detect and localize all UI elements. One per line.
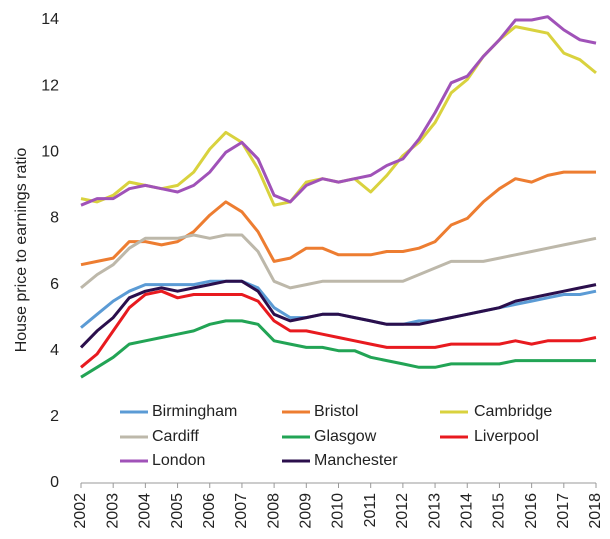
x-tick-label: 2015 (491, 493, 508, 529)
x-tick-label: 2008 (265, 493, 282, 529)
x-tick-label: 2003 (104, 493, 121, 529)
x-tick-label: 2017 (555, 493, 572, 529)
series-line (80, 289, 597, 369)
x-tick-label: 2011 (362, 493, 379, 528)
y-tick-label: 14 (41, 11, 59, 28)
legend-label: Birmingham (152, 403, 237, 420)
legend-label: London (152, 452, 205, 469)
x-tick-label: 2010 (330, 493, 347, 529)
legend-label: Cardiff (152, 428, 199, 445)
x-tick-label: 2013 (426, 493, 443, 529)
y-tick-label: 4 (50, 342, 59, 359)
y-tick-label: 8 (50, 210, 59, 227)
x-tick-label: 2014 (458, 493, 475, 529)
series-line (80, 319, 596, 379)
y-tick-label: 10 (41, 144, 59, 161)
y-tick-label: 2 (50, 408, 59, 425)
y-tick-label: 12 (41, 77, 59, 94)
y-tick-label: 6 (50, 276, 59, 293)
x-tick-label: 2007 (233, 493, 250, 529)
x-tick-label: 2004 (137, 493, 154, 529)
x-tick-label: 2016 (523, 493, 540, 529)
y-tick-label: 0 (50, 474, 59, 491)
series-line (80, 170, 596, 267)
legend-label: Cambridge (474, 403, 552, 420)
x-tick-label: 2012 (394, 493, 411, 529)
y-axis-label: House price to earnings ratio (13, 148, 30, 353)
legend-label: Liverpool (474, 428, 539, 445)
series-line (80, 233, 597, 290)
x-tick-label: 2005 (169, 493, 186, 529)
x-tick-label: 2018 (587, 493, 604, 529)
series-line (80, 15, 597, 207)
x-tick-label: 2006 (201, 493, 218, 529)
x-tick-label: 2009 (298, 493, 315, 529)
legend-label: Bristol (314, 403, 358, 420)
series-line (79, 279, 597, 349)
legend-label: Manchester (314, 452, 398, 469)
legend-label: Glasgow (314, 428, 377, 445)
x-tick-label: 2002 (72, 493, 89, 529)
